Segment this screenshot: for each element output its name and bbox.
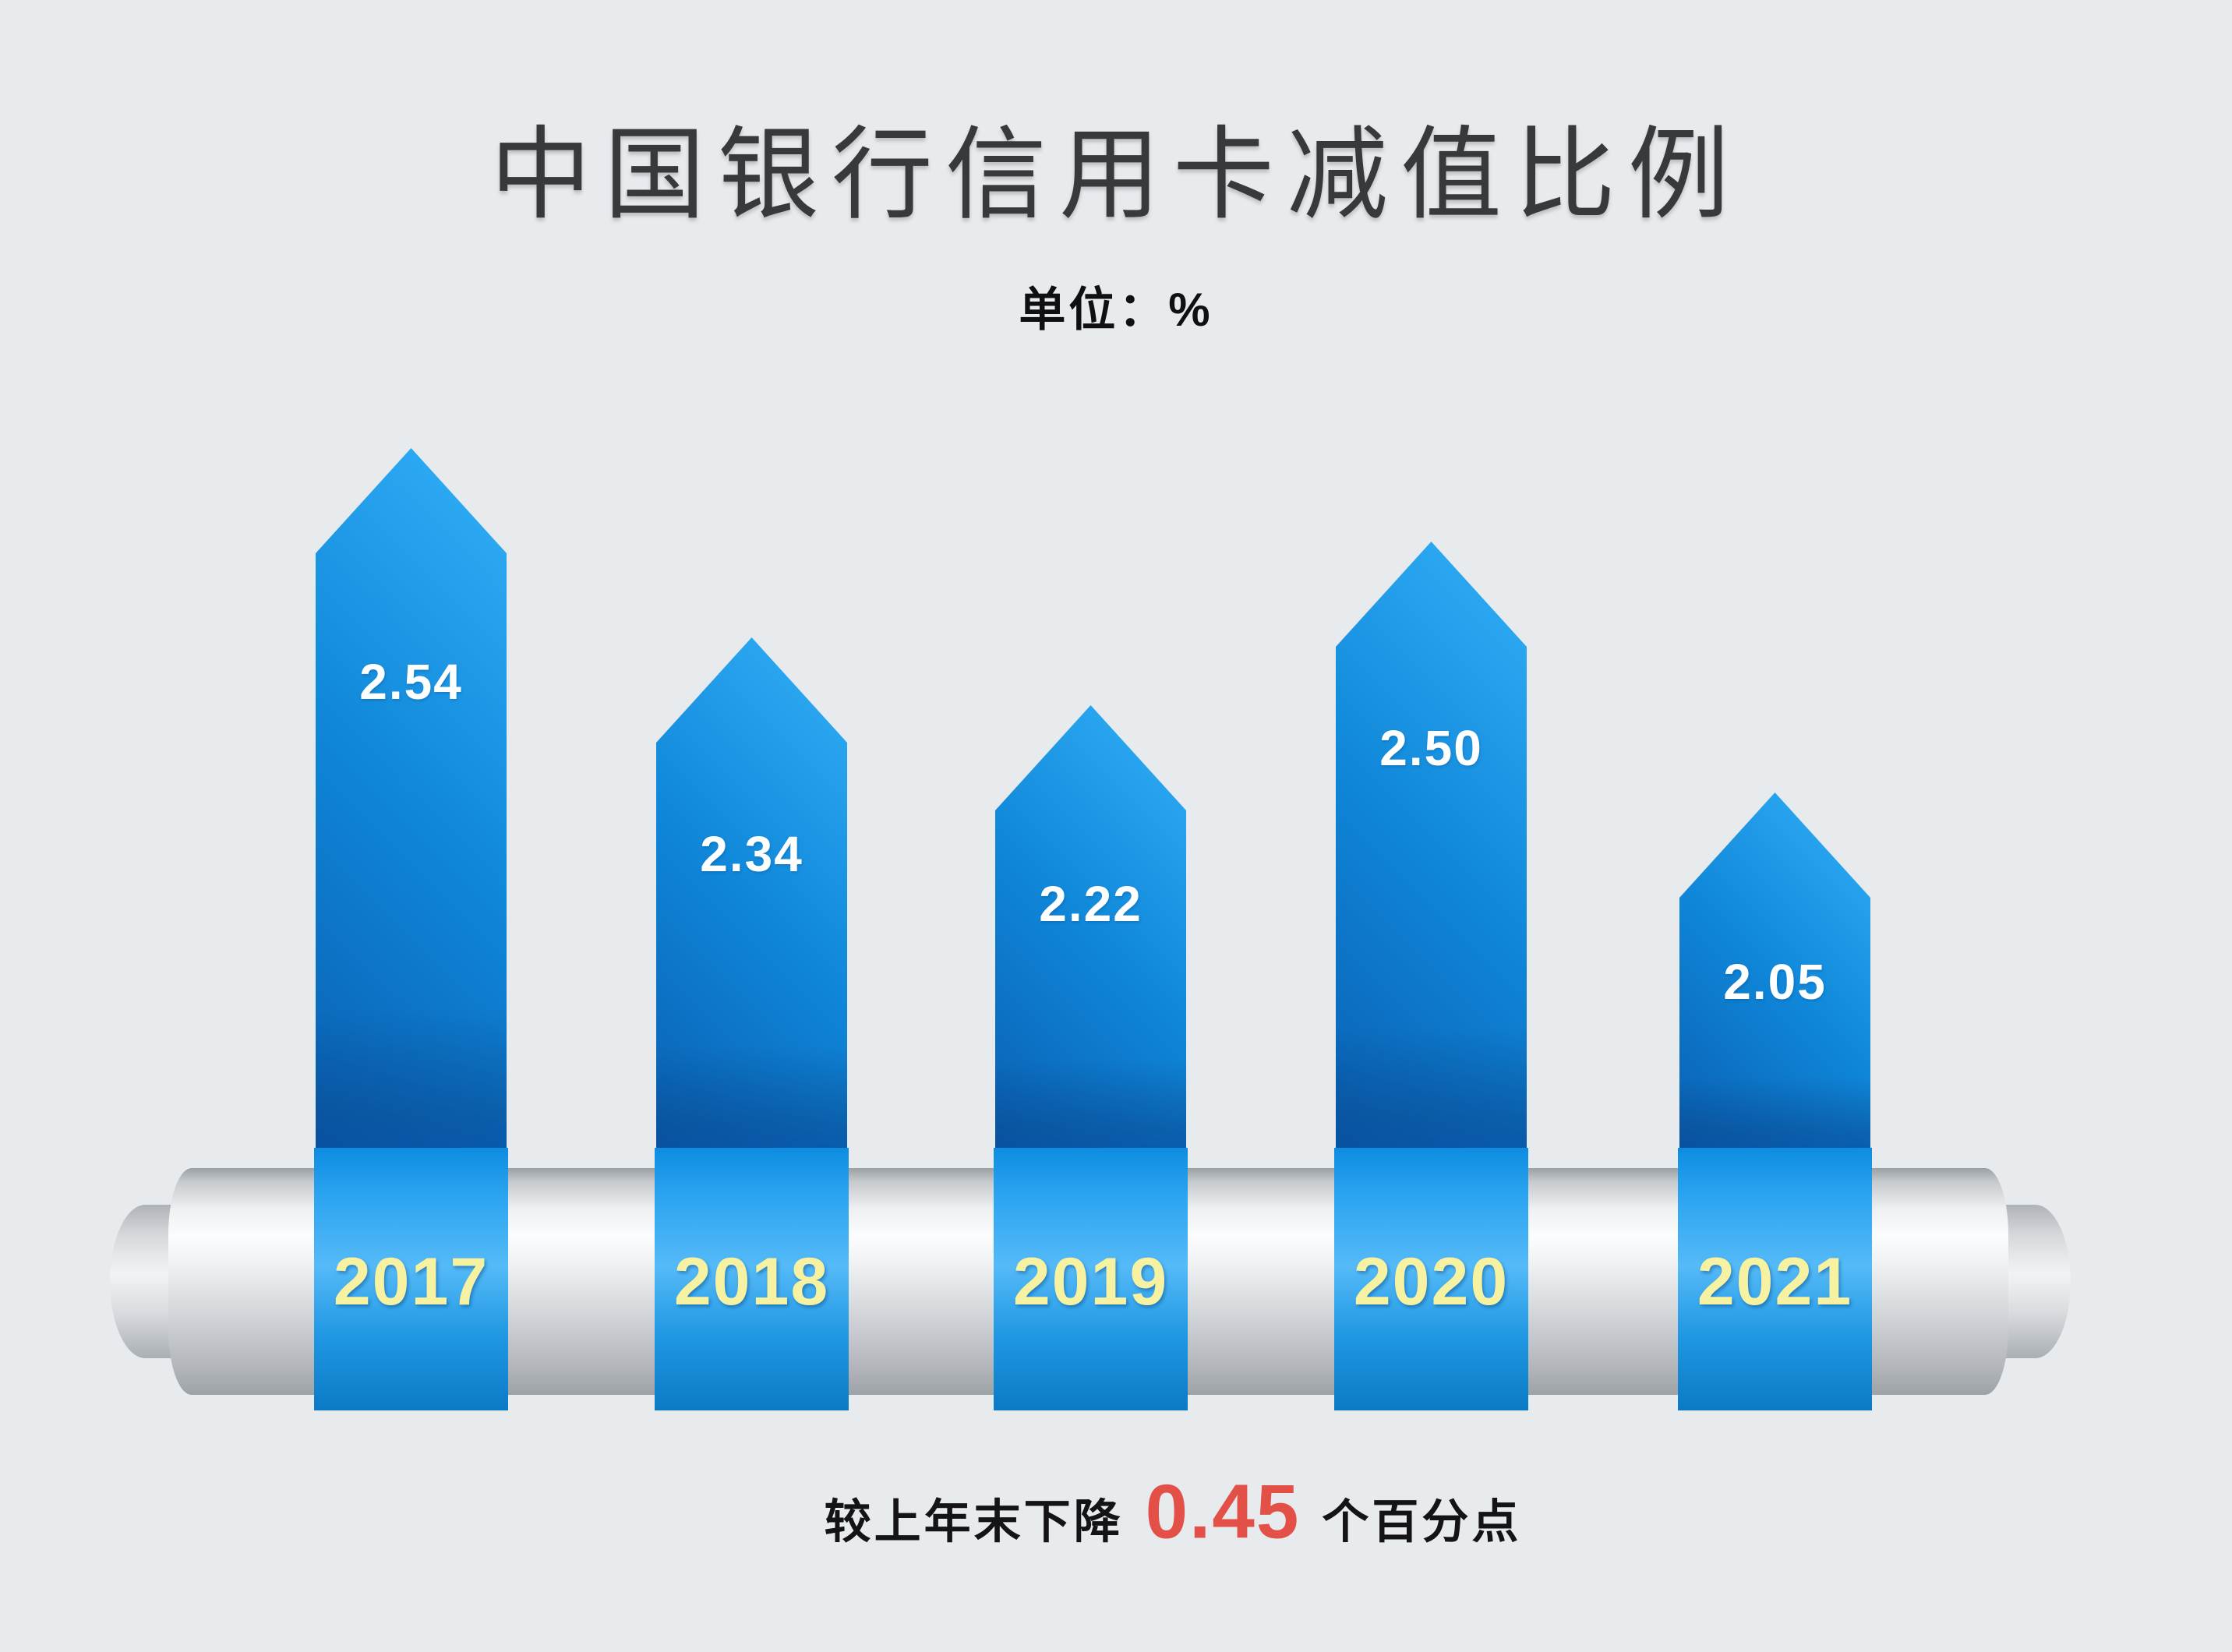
bar-value-2017: 2.54 bbox=[359, 654, 463, 710]
year-label-2021: 2021 bbox=[1697, 1244, 1853, 1319]
unit-label: 单位：% bbox=[1019, 284, 1213, 336]
year-ribbon-2021 bbox=[1678, 1148, 1872, 1410]
year-label-2020: 2020 bbox=[1353, 1244, 1510, 1319]
bar-value-2018: 2.34 bbox=[700, 826, 803, 882]
bar-arrow-2020 bbox=[1336, 542, 1527, 1148]
bar-value-2020: 2.50 bbox=[1379, 720, 1483, 776]
bar-arrow-2018 bbox=[656, 637, 847, 1148]
year-ribbon-2017 bbox=[314, 1148, 508, 1410]
chart-title: 中国银行信用卡减值比例 bbox=[489, 118, 1742, 231]
pipe-left-cap bbox=[110, 1205, 175, 1358]
annotation: 较上年末下降 0.45 个百分点 bbox=[825, 1468, 1522, 1556]
year-label-2019: 2019 bbox=[1012, 1244, 1169, 1319]
bar-value-2021: 2.05 bbox=[1723, 954, 1827, 1010]
year-ribbon-2020 bbox=[1334, 1148, 1528, 1410]
bar-value-2019: 2.22 bbox=[1039, 876, 1142, 932]
year-ribbon-2019 bbox=[994, 1148, 1188, 1410]
year-ribbon-2018 bbox=[655, 1148, 849, 1410]
bar-arrow-2019 bbox=[995, 705, 1186, 1148]
bar-arrow-2017 bbox=[316, 448, 507, 1148]
annotation-value: 0.45 bbox=[1145, 1468, 1301, 1555]
annotation-prefix: 较上年末下降 bbox=[824, 1495, 1124, 1548]
year-label-2017: 2017 bbox=[333, 1244, 489, 1319]
year-label-2018: 2018 bbox=[673, 1244, 830, 1319]
annotation-suffix: 个百分点 bbox=[1322, 1495, 1522, 1548]
pipe-right-cap bbox=[2005, 1205, 2071, 1358]
